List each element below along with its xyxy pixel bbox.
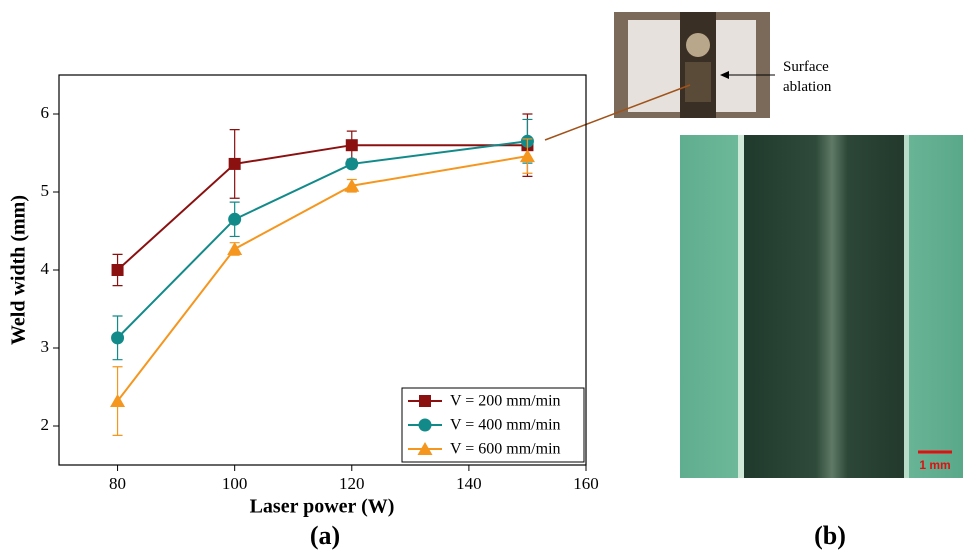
marker xyxy=(228,157,241,170)
marker xyxy=(111,264,124,276)
marker xyxy=(345,139,358,152)
legend-marker xyxy=(419,395,431,407)
marker xyxy=(345,157,359,171)
marker xyxy=(228,212,242,226)
y-tick-label: 4 xyxy=(41,259,50,278)
panel-label: (b) xyxy=(814,521,846,550)
photo-bottom: 1 mm xyxy=(680,135,963,478)
connector xyxy=(544,84,691,141)
marker xyxy=(110,394,126,408)
legend-label: V = 400 mm/min xyxy=(450,417,561,434)
series-line xyxy=(116,140,528,339)
series-line xyxy=(116,155,528,402)
marker xyxy=(227,241,243,255)
x-tick-label: 80 xyxy=(109,474,126,493)
x-tick-label: 120 xyxy=(339,474,365,493)
legend-label: V = 200 mm/min xyxy=(450,393,561,410)
photo-top xyxy=(614,12,770,118)
arrow-head xyxy=(720,71,729,79)
scale-label: 1 mm xyxy=(919,458,950,472)
y-tick-label: 6 xyxy=(41,103,50,122)
y-tick-label: 5 xyxy=(41,181,50,200)
x-tick-label: 140 xyxy=(456,474,482,493)
y-axis-title: Weld width (mm) xyxy=(8,195,30,345)
x-tick-label: 160 xyxy=(573,474,599,493)
marker xyxy=(519,149,535,163)
x-tick-label: 100 xyxy=(222,474,248,493)
panel-label: (a) xyxy=(310,521,340,550)
y-tick-label: 2 xyxy=(41,415,50,434)
x-axis-title: Laser power (W) xyxy=(250,496,395,518)
series-line xyxy=(116,144,528,271)
legend-label: V = 600 mm/min xyxy=(450,441,561,458)
legend-marker xyxy=(417,442,433,455)
marker xyxy=(344,178,360,192)
y-tick-label: 3 xyxy=(41,337,50,356)
annotation: Surface ablation xyxy=(783,59,832,95)
legend-marker xyxy=(418,418,432,432)
marker xyxy=(111,331,125,345)
